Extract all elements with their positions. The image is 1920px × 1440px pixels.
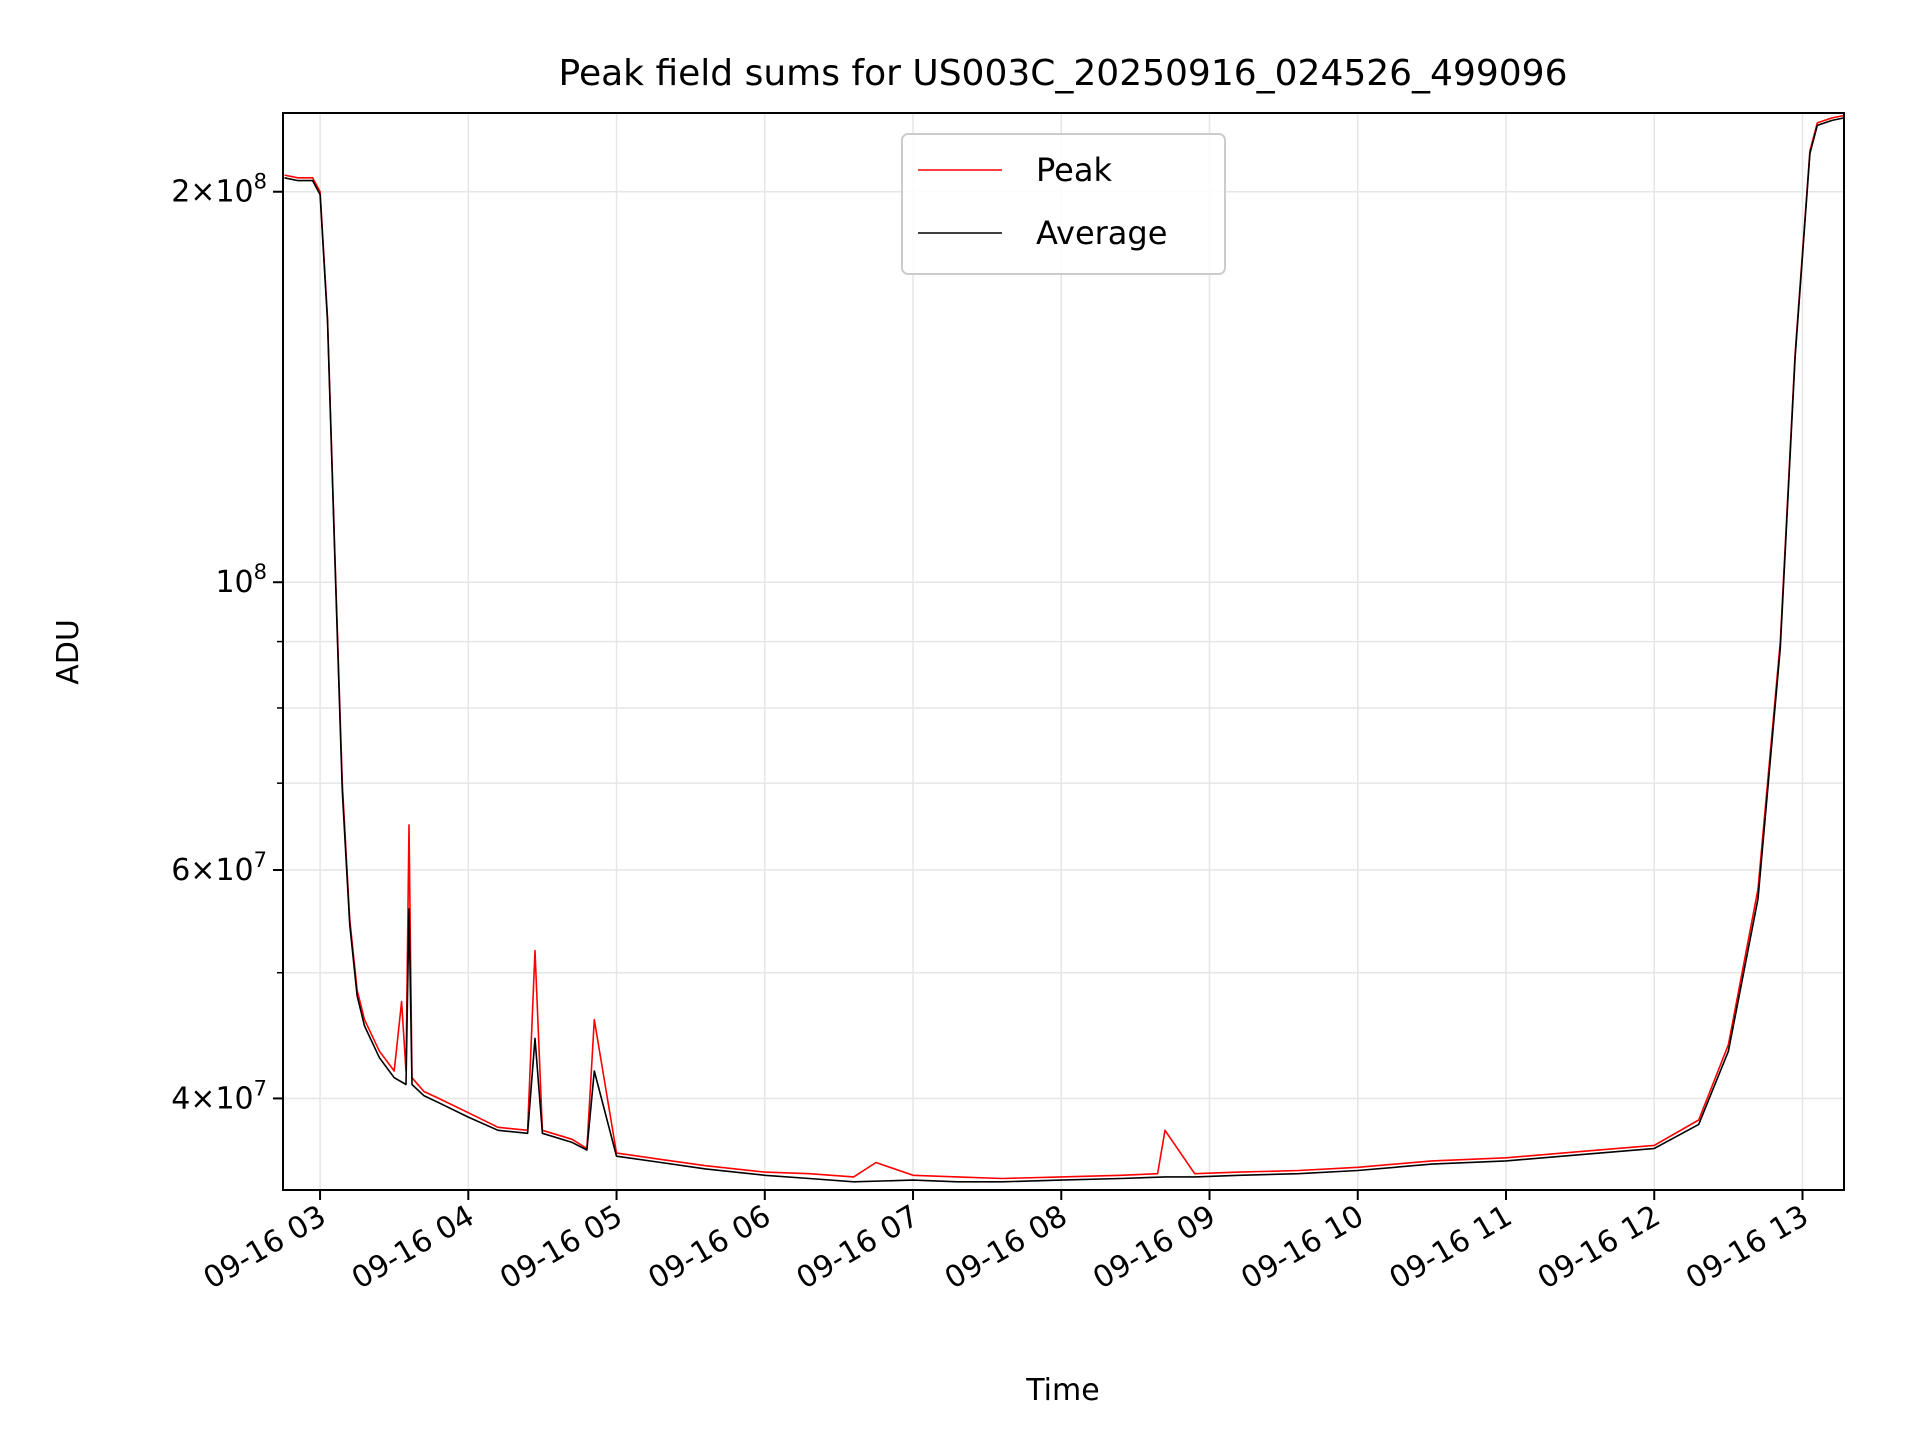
y-tick-label: 2×108 <box>171 170 267 210</box>
legend-average-label: Average <box>1036 214 1167 252</box>
series-layer <box>284 114 1845 1183</box>
chart-title: Peak field sums for US003C_20250916_0245… <box>559 53 1568 94</box>
y-tick-label: 108 <box>215 560 267 600</box>
series-peak-line <box>284 114 1845 1180</box>
series-average-line <box>284 117 1845 1183</box>
legend-peak-label: Peak <box>1036 151 1112 189</box>
y-tick-label: 6×107 <box>171 848 267 888</box>
legend-box <box>901 133 1226 275</box>
y-tick-label: 4×107 <box>171 1076 267 1116</box>
y-axis: 4×107 6×107 108 2×108 <box>171 170 283 1116</box>
legend: Peak Average <box>901 133 1226 275</box>
plot-area <box>283 113 1844 1190</box>
y-axis-label: ADU <box>51 619 86 685</box>
plot-frame <box>282 112 1845 1191</box>
x-axis-label: Time <box>1025 1373 1099 1408</box>
